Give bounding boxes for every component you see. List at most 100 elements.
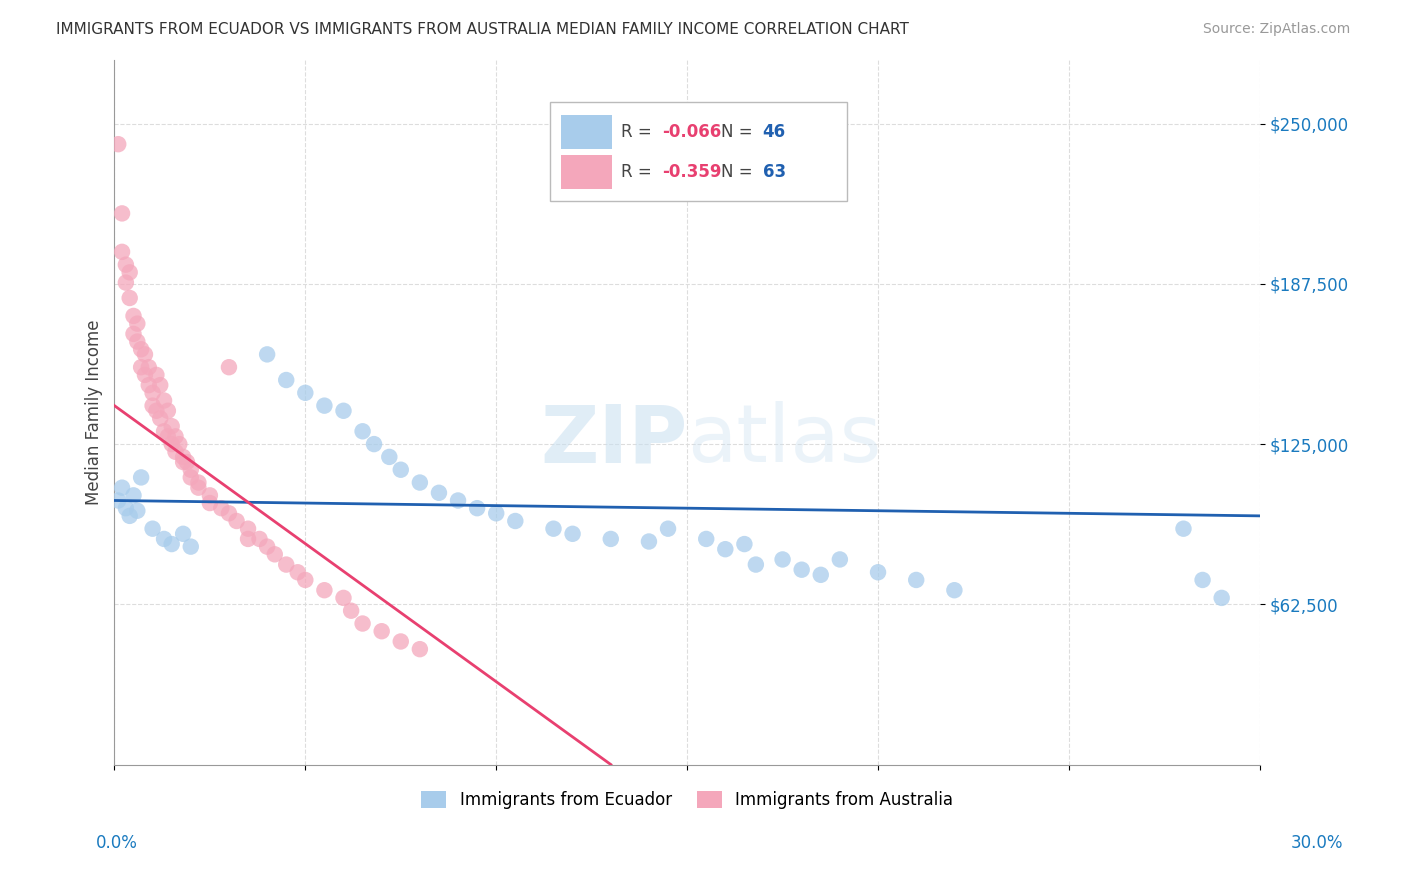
Point [218, 506, 240, 520]
Point [256, 540, 278, 554]
Point [187, 481, 209, 495]
Point [810, 567, 832, 582]
Point [138, 360, 160, 375]
Point [427, 485, 450, 500]
Point [745, 558, 768, 572]
Point [156, 429, 179, 443]
Point [447, 493, 470, 508]
Point [465, 501, 488, 516]
Point [129, 343, 152, 357]
Y-axis label: Median Family Income: Median Family Income [86, 319, 103, 505]
Point [287, 566, 309, 580]
Point [332, 591, 354, 605]
Point [389, 634, 412, 648]
Point [314, 399, 336, 413]
Point [172, 450, 194, 464]
Point [695, 532, 717, 546]
Point [145, 368, 167, 382]
Point [236, 532, 259, 546]
Point [180, 470, 202, 484]
Point [409, 475, 432, 490]
Point [176, 455, 198, 469]
Point [145, 404, 167, 418]
Text: atlas: atlas [688, 401, 882, 479]
Point [378, 450, 401, 464]
Point [790, 563, 813, 577]
Point [142, 522, 165, 536]
Point [172, 526, 194, 541]
Point [389, 463, 412, 477]
Point [828, 552, 851, 566]
Point [714, 542, 737, 557]
Text: 0.0%: 0.0% [96, 834, 138, 852]
Point [772, 552, 794, 566]
Point [657, 522, 679, 536]
Point [187, 475, 209, 490]
Point [225, 514, 247, 528]
Text: IMMIGRANTS FROM ECUADOR VS IMMIGRANTS FROM AUSTRALIA MEDIAN FAMILY INCOME CORREL: IMMIGRANTS FROM ECUADOR VS IMMIGRANTS FR… [56, 22, 910, 37]
Point [115, 276, 138, 290]
Point [127, 504, 149, 518]
Point [332, 404, 354, 418]
Point [142, 385, 165, 400]
Point [943, 583, 966, 598]
Point [249, 532, 271, 546]
Point [156, 404, 179, 418]
Point [129, 470, 152, 484]
Point [561, 526, 583, 541]
Point [165, 429, 187, 443]
Point [122, 488, 145, 502]
Point [149, 411, 172, 425]
Point [599, 532, 621, 546]
Point [294, 385, 316, 400]
Text: R =: R = [620, 123, 657, 141]
Point [485, 506, 508, 520]
Point [1173, 522, 1195, 536]
Point [276, 558, 298, 572]
Point [111, 244, 134, 259]
Text: R =: R = [620, 163, 657, 181]
Point [169, 437, 191, 451]
Point [160, 419, 183, 434]
Point [180, 540, 202, 554]
Point [134, 347, 156, 361]
Point [172, 455, 194, 469]
FancyBboxPatch shape [561, 115, 612, 149]
Text: 30.0%: 30.0% [1291, 834, 1343, 852]
Point [256, 347, 278, 361]
Point [263, 547, 285, 561]
Text: N =: N = [721, 163, 758, 181]
Point [638, 534, 661, 549]
Point [352, 424, 374, 438]
Point [107, 493, 129, 508]
Point [543, 522, 565, 536]
Point [111, 206, 134, 220]
Point [153, 532, 176, 546]
Point [138, 378, 160, 392]
Point [160, 437, 183, 451]
Point [505, 514, 527, 528]
Text: ZIP: ZIP [540, 401, 688, 479]
Point [198, 488, 221, 502]
Point [118, 291, 141, 305]
Text: N =: N = [721, 123, 758, 141]
Point [1191, 573, 1213, 587]
FancyBboxPatch shape [550, 102, 848, 201]
Text: -0.359: -0.359 [662, 163, 721, 181]
Text: 46: 46 [762, 123, 786, 141]
Point [142, 399, 165, 413]
Point [127, 334, 149, 349]
Legend: Immigrants from Ecuador, Immigrants from Australia: Immigrants from Ecuador, Immigrants from… [415, 785, 960, 816]
Point [905, 573, 928, 587]
Point [118, 508, 141, 523]
Point [218, 360, 240, 375]
Point [122, 309, 145, 323]
Point [363, 437, 385, 451]
Point [198, 496, 221, 510]
Point [122, 326, 145, 341]
Point [866, 566, 889, 580]
Point [153, 424, 176, 438]
Point [340, 604, 363, 618]
Point [153, 393, 176, 408]
Point [118, 265, 141, 279]
